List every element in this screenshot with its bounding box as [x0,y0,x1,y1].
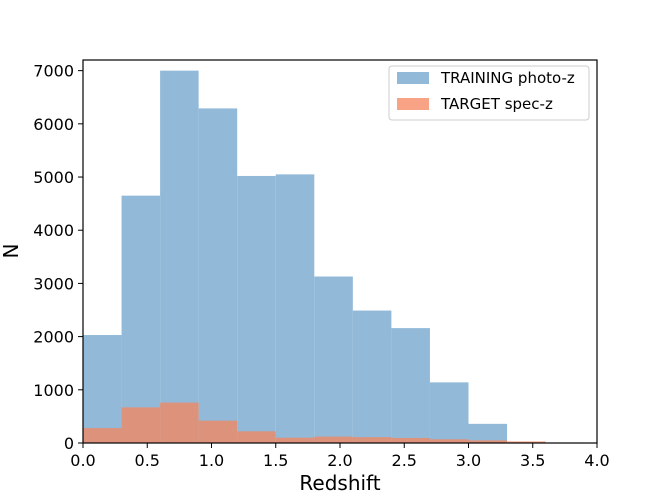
y-tick-label-4: 4000 [33,221,74,240]
x-axis: 0.0 0.5 1.0 1.5 2.0 2.5 3.0 3.5 4.0 [70,443,610,470]
training-bar-4 [237,175,276,443]
x-tick-label-4: 2.0 [327,451,352,470]
target-bar-9 [429,439,469,443]
target-bar-6 [314,436,353,443]
x-axis-label: Redshift [299,471,380,495]
training-bar-1 [121,195,161,443]
x-tick-label-7: 3.5 [520,451,545,470]
x-tick-label-8: 4.0 [584,451,609,470]
x-tick-label-2: 1.0 [199,451,224,470]
training-bar-2 [160,70,199,443]
target-bar-10 [468,440,508,443]
legend-label-training: TRAINING photo-z [440,69,575,87]
y-tick-label-6: 6000 [33,115,74,134]
training-bar-5 [275,174,315,443]
target-bar-1 [121,407,161,443]
training-bar-0 [83,335,122,443]
x-tick-label-1: 0.5 [135,451,160,470]
target-bar-0 [83,428,122,443]
legend-swatch-training [397,72,429,84]
legend-box [388,65,590,121]
legend-label-target: TARGET spec-z [440,95,553,113]
training-bar-10 [468,423,508,443]
bars-layer [83,70,585,443]
target-bar-11 [507,441,546,443]
target-bar-5 [275,437,315,443]
legend: TRAINING photo-z TARGET spec-z [388,65,590,121]
training-bar-3 [198,108,238,443]
y-tick-label-2: 2000 [33,328,74,347]
y-tick-label-1: 1000 [33,381,74,400]
training-bar-6 [314,276,353,443]
target-bar-3 [198,420,238,443]
training-bar-8 [391,328,430,443]
target-bar-8 [391,437,430,443]
x-tick-label-3: 1.5 [263,451,288,470]
y-axis-label: N [0,244,23,259]
x-tick-label-5: 2.5 [392,451,417,470]
y-tick-label-5: 5000 [33,168,74,187]
training-bar-7 [352,310,392,443]
target-bar-7 [352,437,392,443]
target-bar-4 [237,431,276,443]
x-tick-label-6: 3.0 [456,451,481,470]
y-axis: 0 1000 2000 3000 4000 5000 6000 7000 [33,62,83,453]
training-bar-9 [429,382,469,443]
x-tick-label-0: 0.0 [70,451,95,470]
y-tick-label-0: 0 [64,434,74,453]
y-tick-label-7: 7000 [33,62,74,81]
target-bar-2 [160,402,199,443]
legend-swatch-target [397,98,429,110]
y-tick-label-3: 3000 [33,274,74,293]
